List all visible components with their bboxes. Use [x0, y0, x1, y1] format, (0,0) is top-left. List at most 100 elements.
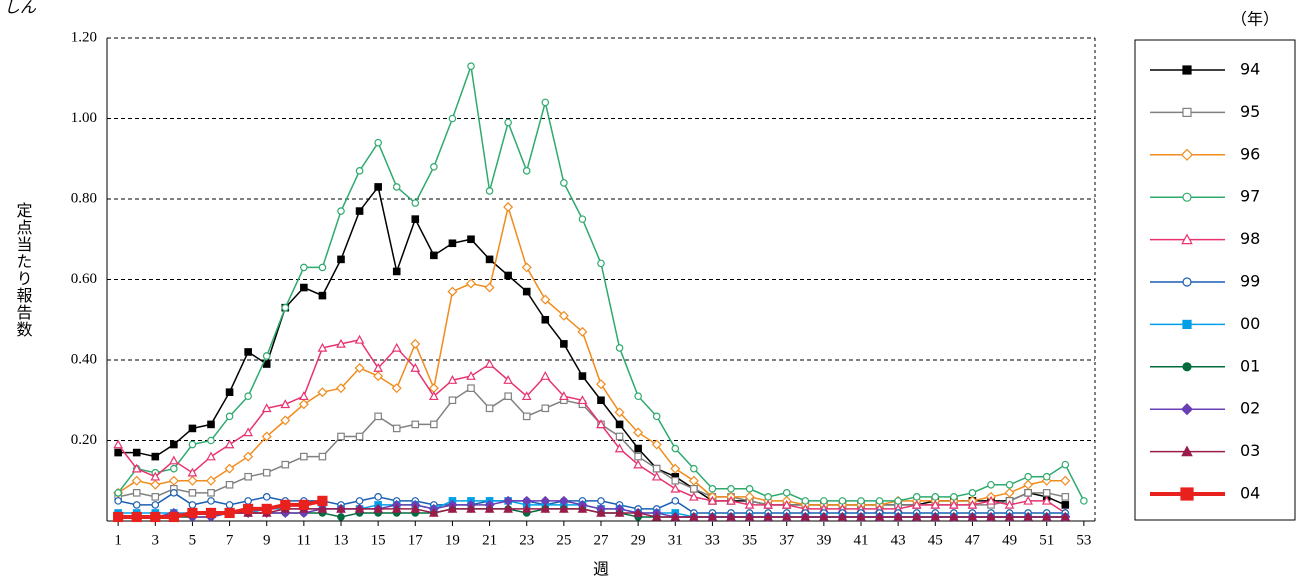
marker [131, 475, 142, 486]
marker [801, 497, 810, 505]
marker [560, 340, 568, 348]
marker [690, 485, 698, 493]
marker [430, 163, 438, 171]
legend-marker [1182, 319, 1192, 329]
marker [911, 511, 922, 521]
marker [1061, 460, 1070, 469]
chart-title: しん [4, 0, 37, 17]
marker [596, 419, 606, 429]
x-tick-label: 3 [152, 532, 160, 548]
marker [188, 440, 197, 449]
marker [374, 412, 382, 421]
marker [205, 475, 217, 486]
marker [986, 511, 996, 521]
marker [521, 262, 532, 273]
marker [374, 183, 382, 191]
marker [949, 511, 959, 521]
x-axis-label: 週 [593, 560, 609, 579]
legend-label: 03 [1240, 441, 1260, 460]
marker [726, 495, 736, 505]
marker [354, 363, 365, 374]
marker [1080, 497, 1088, 505]
legend-label: 97 [1240, 187, 1260, 206]
marker [1024, 489, 1032, 497]
x-tick-label: 17 [408, 532, 424, 548]
x-tick-label: 25 [556, 532, 571, 548]
x-tick-label: 45 [928, 532, 943, 548]
marker [354, 503, 365, 513]
marker [1042, 472, 1051, 481]
marker [633, 427, 644, 438]
marker [298, 499, 309, 510]
marker [577, 395, 588, 405]
marker [187, 467, 198, 477]
marker [577, 503, 588, 513]
x-tick-label: 7 [226, 532, 234, 548]
legend-label: 99 [1240, 272, 1260, 291]
marker [560, 179, 568, 187]
marker [188, 424, 197, 433]
marker [429, 507, 439, 517]
marker [540, 503, 551, 513]
marker [597, 497, 605, 505]
x-tick-label: 27 [594, 532, 610, 548]
marker [448, 239, 457, 248]
marker [614, 443, 625, 453]
marker [670, 511, 681, 521]
marker [244, 348, 252, 356]
marker [950, 493, 958, 501]
y-tick-label: 0.80 [71, 190, 97, 206]
marker [132, 448, 141, 457]
x-tick-label: 1 [114, 532, 122, 548]
marker [262, 468, 271, 477]
marker [466, 371, 476, 380]
marker [170, 440, 178, 449]
marker [967, 499, 978, 509]
legend-marker [1182, 362, 1192, 372]
marker [467, 235, 475, 244]
marker [689, 511, 699, 521]
marker [875, 497, 884, 505]
y-tick-label: 0.60 [71, 271, 97, 287]
marker [1041, 475, 1052, 486]
marker [411, 420, 420, 429]
marker [391, 383, 402, 394]
marker [1061, 501, 1070, 509]
marker [633, 507, 643, 517]
marker [188, 501, 197, 509]
marker [671, 497, 680, 505]
marker [354, 334, 365, 344]
marker [614, 407, 625, 418]
marker [504, 392, 512, 401]
marker [485, 187, 494, 195]
marker [168, 511, 179, 523]
marker [763, 499, 773, 509]
marker [318, 291, 327, 300]
x-tick-label: 29 [631, 532, 646, 548]
marker [225, 412, 234, 421]
marker [651, 439, 662, 450]
marker [114, 489, 122, 497]
marker [336, 338, 346, 348]
marker [261, 503, 272, 515]
marker [392, 267, 401, 276]
marker [707, 511, 718, 521]
marker [615, 420, 624, 429]
marker [317, 495, 328, 506]
marker [967, 511, 978, 521]
marker [430, 251, 438, 260]
marker [987, 480, 995, 489]
marker [318, 263, 327, 272]
marker [430, 420, 438, 429]
marker [373, 503, 383, 513]
marker [1041, 511, 1052, 521]
marker [522, 167, 531, 175]
marker [911, 499, 922, 509]
marker [596, 507, 606, 517]
marker [1023, 495, 1033, 505]
marker [244, 392, 252, 401]
x-tick-label: 31 [668, 532, 683, 548]
marker [503, 375, 513, 384]
marker [503, 503, 513, 513]
marker [652, 464, 661, 473]
